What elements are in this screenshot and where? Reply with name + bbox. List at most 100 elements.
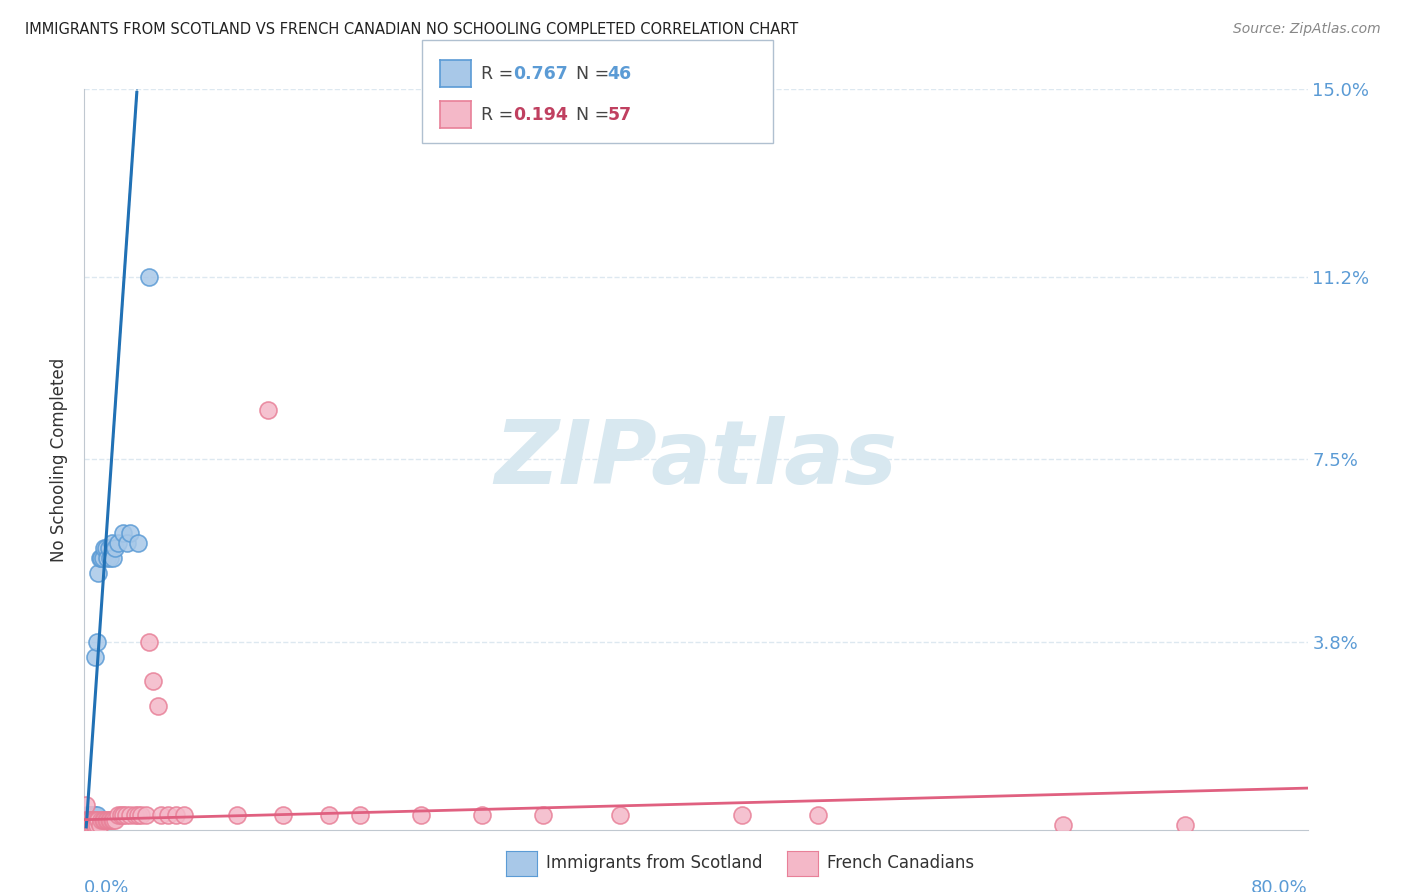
Text: 46: 46 <box>607 65 631 83</box>
Point <box>87 566 110 580</box>
Point <box>111 526 134 541</box>
Point <box>80 817 103 831</box>
Point <box>84 649 107 664</box>
Point <box>807 807 830 822</box>
Point <box>79 807 101 822</box>
Point <box>127 536 149 550</box>
Point <box>96 551 118 566</box>
Point <box>75 817 97 831</box>
Point <box>146 699 169 714</box>
Point <box>86 817 108 831</box>
Text: 0.194: 0.194 <box>513 106 568 124</box>
Point <box>76 813 98 827</box>
Point <box>77 813 100 827</box>
Point <box>731 807 754 822</box>
Point <box>80 813 103 827</box>
Text: R =: R = <box>481 65 519 83</box>
Point <box>80 813 103 827</box>
Point <box>257 403 280 417</box>
Point <box>115 536 138 550</box>
Point <box>96 813 118 827</box>
Point <box>93 813 115 827</box>
Point <box>124 807 146 822</box>
Point <box>86 813 108 827</box>
Point <box>104 541 127 556</box>
Point <box>107 536 129 550</box>
Text: 80.0%: 80.0% <box>1251 879 1308 892</box>
Point <box>91 551 114 566</box>
Point <box>83 817 105 831</box>
Point <box>83 807 105 822</box>
Point <box>76 807 98 822</box>
Point <box>111 807 134 822</box>
Text: IMMIGRANTS FROM SCOTLAND VS FRENCH CANADIAN NO SCHOOLING COMPLETED CORRELATION C: IMMIGRANTS FROM SCOTLAND VS FRENCH CANAD… <box>25 22 799 37</box>
Point <box>142 674 165 689</box>
Text: N =: N = <box>576 65 616 83</box>
Point <box>101 536 124 550</box>
Point <box>75 815 97 830</box>
Point <box>80 807 103 822</box>
Point <box>318 807 340 822</box>
Point <box>97 541 120 556</box>
Point <box>94 813 117 827</box>
Point <box>101 813 124 827</box>
Point <box>609 807 631 822</box>
Point <box>1174 817 1197 831</box>
Text: 57: 57 <box>607 106 631 124</box>
Point <box>79 813 101 827</box>
Point <box>75 813 97 827</box>
Point <box>107 807 129 822</box>
Text: ZIPatlas: ZIPatlas <box>495 416 897 503</box>
Point <box>226 807 249 822</box>
Point <box>75 820 97 834</box>
Point <box>94 541 117 556</box>
Point <box>103 813 125 827</box>
Point <box>79 813 101 827</box>
Point <box>90 551 112 566</box>
Point <box>104 813 127 827</box>
Point <box>75 813 97 827</box>
Point <box>77 813 100 827</box>
Point <box>110 807 132 822</box>
Text: 0.767: 0.767 <box>513 65 568 83</box>
Point <box>120 807 142 822</box>
Point <box>138 635 160 649</box>
Point <box>349 807 371 822</box>
Point <box>86 635 108 649</box>
Point <box>149 807 172 822</box>
Text: Immigrants from Scotland: Immigrants from Scotland <box>546 854 762 871</box>
Point <box>98 813 121 827</box>
Point <box>471 807 494 822</box>
Point <box>76 813 98 827</box>
Point <box>138 269 160 284</box>
Point <box>83 813 105 827</box>
Point <box>76 817 98 831</box>
Point <box>77 817 100 831</box>
Point <box>271 807 294 822</box>
Point <box>76 813 98 827</box>
Point <box>76 817 98 831</box>
Point <box>1052 817 1074 831</box>
Point <box>79 817 101 831</box>
Point <box>89 551 111 566</box>
Point <box>84 807 107 822</box>
Point <box>79 807 101 822</box>
Point <box>409 807 432 822</box>
Point <box>75 817 97 831</box>
Text: R =: R = <box>481 106 519 124</box>
Text: N =: N = <box>576 106 616 124</box>
Point <box>76 813 98 827</box>
Y-axis label: No Schooling Completed: No Schooling Completed <box>51 358 69 561</box>
Point <box>93 541 115 556</box>
Point <box>173 807 195 822</box>
Point <box>77 813 100 827</box>
Text: 0.0%: 0.0% <box>84 879 129 892</box>
Point <box>114 807 136 822</box>
Point <box>120 526 142 541</box>
Point <box>84 813 107 827</box>
Point <box>90 813 112 827</box>
Point <box>135 807 157 822</box>
Point <box>97 813 120 827</box>
Point <box>86 807 108 822</box>
Point <box>75 817 97 831</box>
